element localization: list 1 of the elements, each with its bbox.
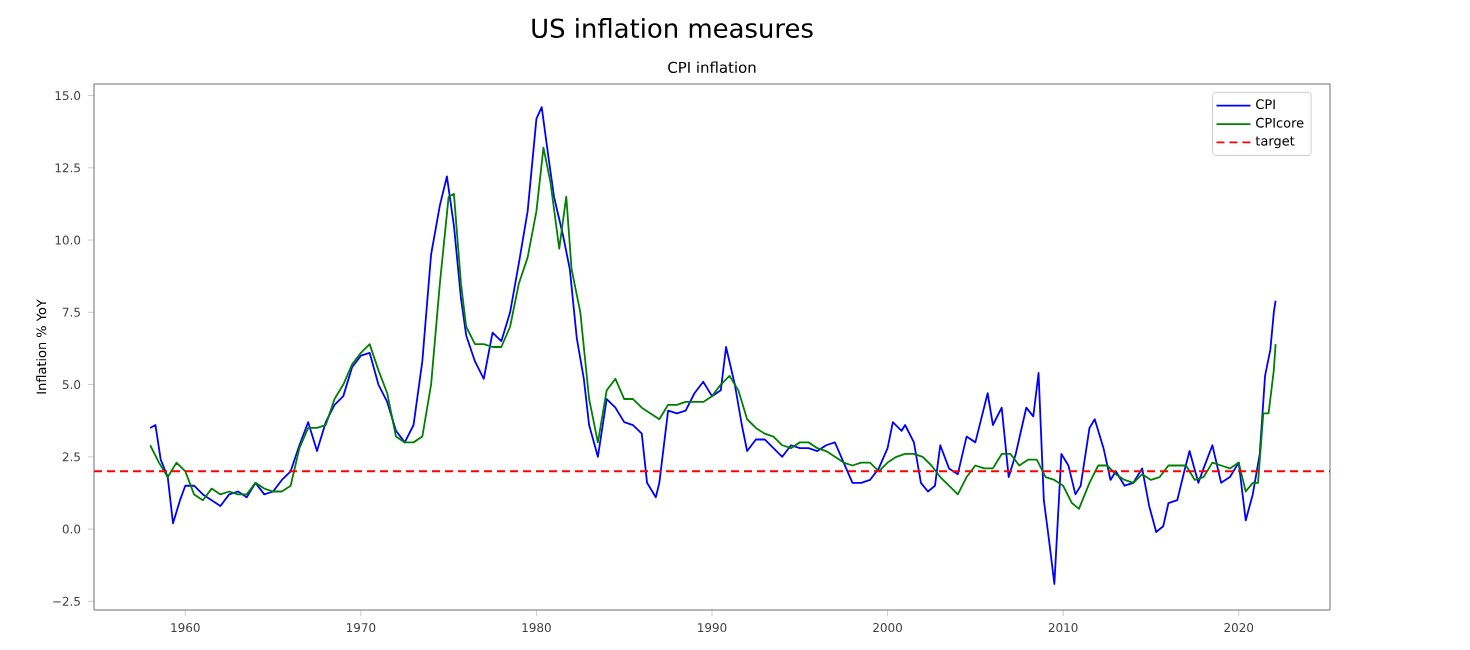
chart-title: US inflation measures (532, 17, 813, 39)
